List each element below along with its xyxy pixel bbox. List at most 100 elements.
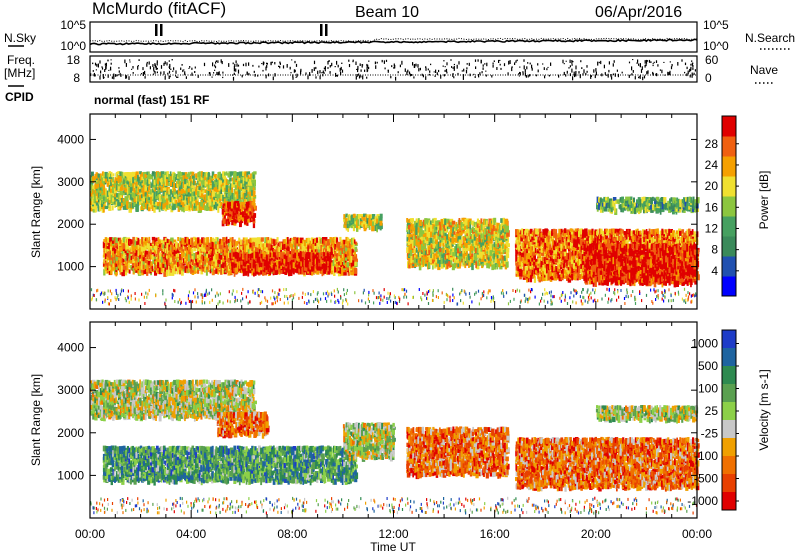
power-cell <box>175 241 178 248</box>
power-cell <box>229 177 232 182</box>
power-cell <box>191 241 193 248</box>
freq-mark <box>408 71 411 75</box>
power-cell <box>99 193 103 201</box>
power-cell <box>168 174 170 181</box>
freq-mark <box>397 71 399 74</box>
freq-mark <box>118 67 120 69</box>
freq-mark <box>640 69 643 73</box>
freq-mark <box>514 62 516 65</box>
freq-mark <box>116 74 118 77</box>
freq-mark <box>125 75 128 79</box>
freq-mark <box>248 62 250 66</box>
power-cell <box>164 175 167 182</box>
power-cell <box>329 251 333 256</box>
power-cell <box>274 252 276 258</box>
freq-mark <box>684 71 686 74</box>
power-cell <box>294 268 297 273</box>
freq-mark <box>496 67 498 70</box>
power-cell <box>204 205 207 211</box>
power-cell <box>101 206 105 213</box>
power-cell <box>180 185 184 189</box>
freq-mark <box>677 62 679 66</box>
freq-mark <box>523 65 525 70</box>
freq-mark <box>394 65 396 69</box>
freq-mark <box>445 68 448 72</box>
power-cell <box>179 237 182 242</box>
power-cell <box>144 179 148 185</box>
freq-mark <box>418 68 420 72</box>
freq-mark <box>279 61 281 64</box>
freq-left-tick-top: 18 <box>67 53 81 67</box>
power-cell <box>119 175 122 183</box>
freq-mark <box>456 64 458 69</box>
power-cell <box>339 260 343 266</box>
power-cell <box>352 217 355 224</box>
power-cell <box>101 171 105 176</box>
freq-mark <box>290 72 292 74</box>
power-cell <box>215 189 218 193</box>
power-cell <box>137 205 139 212</box>
power-cell <box>197 174 200 181</box>
freq-mark <box>578 71 580 74</box>
freq-mark <box>632 59 634 61</box>
power-cell <box>197 237 200 244</box>
power-cell <box>247 253 250 259</box>
power-cell <box>106 190 110 197</box>
power-cell <box>195 198 197 204</box>
power-cell <box>214 201 219 208</box>
power-cell <box>215 190 218 197</box>
power-cell <box>98 198 100 203</box>
power-cell <box>114 202 116 208</box>
power-cell <box>144 185 147 192</box>
freq-mark <box>443 74 445 77</box>
power-cell <box>110 171 113 178</box>
noise-left-tick-top: 10^5 <box>60 18 86 32</box>
power-cell <box>202 179 206 186</box>
freq-mark <box>691 62 693 66</box>
power-cell <box>297 252 300 257</box>
freq-mark <box>355 76 357 80</box>
power-cell <box>126 199 129 206</box>
power-cell <box>175 199 177 204</box>
nave-label: Nave <box>750 63 778 77</box>
power-cell <box>197 203 201 211</box>
power-cell <box>231 186 233 193</box>
power-cell <box>144 174 148 179</box>
freq-mark <box>155 66 157 70</box>
freq-mark <box>194 71 196 73</box>
freq-mark <box>628 74 630 78</box>
power-cell <box>128 172 131 178</box>
freq-mark <box>109 68 112 71</box>
power-cell <box>147 171 150 179</box>
freq-mark <box>694 69 696 72</box>
noise-panel: N.Sky 10^5 10^0 10^5 10^0 N.Search <box>4 18 795 53</box>
power-cell <box>429 237 433 244</box>
power-cell <box>133 184 137 188</box>
power-cell <box>292 267 295 274</box>
power-cell <box>214 180 218 188</box>
freq-mark <box>461 70 463 72</box>
power-cell <box>157 193 160 198</box>
freq-mark <box>252 64 254 67</box>
freq-mark <box>453 67 455 71</box>
power-cell <box>183 206 185 213</box>
power-cell <box>205 171 210 178</box>
freq-mark <box>573 71 575 76</box>
power-cell <box>191 190 194 197</box>
power-cell <box>171 184 175 191</box>
freq-mark <box>334 66 336 68</box>
freq-mark <box>435 69 437 73</box>
power-cell <box>411 241 414 249</box>
freq-mark <box>481 71 483 74</box>
power-cell <box>135 255 138 261</box>
power-cell <box>339 267 342 274</box>
freq-mark <box>208 72 210 74</box>
freq-mark <box>142 67 144 71</box>
freq-mark <box>156 71 158 74</box>
freq-mark <box>337 64 339 68</box>
power-cell <box>170 197 173 204</box>
freq-mark <box>232 62 234 65</box>
freq-mark <box>585 72 587 76</box>
freq-mark <box>468 62 470 66</box>
